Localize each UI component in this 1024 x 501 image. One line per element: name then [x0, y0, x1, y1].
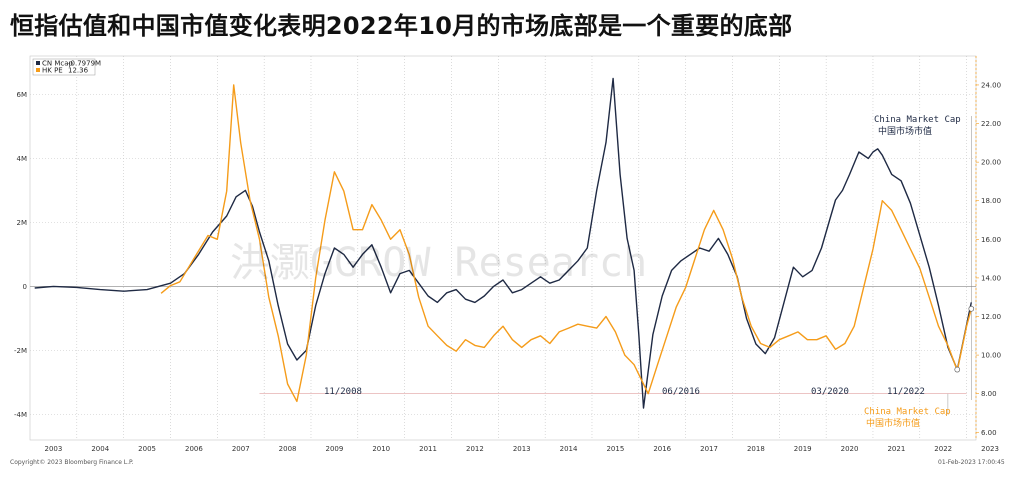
x-tick-label-2016: 2016: [653, 445, 671, 453]
y-right-tick-label-4: 16.00: [981, 236, 1001, 244]
y-left-tick-label-2: 2M: [17, 219, 28, 227]
y-left-tick-label-4: -2M: [14, 347, 27, 355]
reference-lines: [259, 116, 972, 415]
y-right-tick-label-0: 24.00: [981, 81, 1001, 89]
legend-label-cn-mcap: CN Mcap: [42, 60, 74, 68]
marker-hk-pe-latest: [968, 305, 975, 312]
x-tick-label-2021: 2021: [887, 445, 905, 453]
x-tick-label-2017: 2017: [700, 445, 718, 453]
x-tick-label-2007: 2007: [232, 445, 250, 453]
legend-value-cn-mcap: -0.7979M: [68, 60, 101, 68]
marker-cn-mcap-low: [954, 366, 961, 373]
y-right-tick-label-6: 12.00: [981, 313, 1001, 321]
x-tick-label-2015: 2015: [606, 445, 624, 453]
y-right-tick-label-5: 14.00: [981, 274, 1001, 282]
x-tick-label-2020: 2020: [841, 445, 859, 453]
plot-area: [29, 55, 977, 441]
y-right-tick-label-3: 18.00: [981, 197, 1001, 205]
x-tick-label-2006: 2006: [185, 445, 203, 453]
x-tick-label-2009: 2009: [325, 445, 343, 453]
legend-value-hk-pe: 12.36: [68, 67, 89, 75]
annotation-11-2008: 11/2008: [324, 387, 362, 397]
axes: 2003 2004 2005 2006 2007 2008 2009 2010 2011 2012…: [14, 56, 1001, 453]
x-tick-label-2004: 2004: [91, 445, 109, 453]
x-tick-label-2003: 2003: [45, 445, 63, 453]
series-line-cn-mcap: [34, 77, 972, 409]
footer-copyright: Copyright© 2023 Bloomberg Finance L.P.: [10, 459, 134, 466]
watermark: 洪灏GGROW Research: [230, 240, 647, 286]
footer-timestamp: 01-Feb-2023 17:00:45: [938, 459, 1005, 466]
x-tick-label-2014: 2014: [560, 445, 578, 453]
legend-label-hk-pe: HK PE: [42, 67, 63, 75]
annotation-03-2020: 03/2020: [811, 387, 849, 397]
x-tick-label-2008: 2008: [279, 445, 297, 453]
legend-swatch-hk-pe: [36, 68, 40, 72]
x-tick-label-2011: 2011: [419, 445, 437, 453]
y-right-tick-label-7: 10.00: [981, 352, 1001, 360]
grid: [30, 56, 976, 440]
annotation-11-2022: 11/2022: [887, 387, 925, 397]
x-tick-label-2023: 2023: [981, 445, 999, 453]
series-line-hk-pe: [160, 84, 972, 403]
y-left-tick-label-1: 4M: [17, 155, 28, 163]
annotation-hk-pe-en: China Market Cap: [864, 407, 951, 417]
y-left-tick-label-3: 0: [23, 283, 27, 291]
annotation-china-market-cap-cn: 中国市场市值: [878, 125, 932, 137]
y-right-tick-label-9: 6.00: [981, 429, 997, 437]
y-right-tick-label-8: 8.00: [981, 390, 997, 398]
annotation-hk-pe-cn: 中国市场市值: [866, 417, 920, 429]
annotation-06-2016: 06/2016: [662, 387, 700, 397]
y-right-tick-label-2: 20.00: [981, 159, 1001, 167]
legend-swatch-cn-mcap: [36, 61, 40, 65]
x-tick-label-2022: 2022: [934, 445, 952, 453]
page-title: 恒指估值和中国市值变化表明2022年10月的市场底部是一个重要的底部: [10, 12, 793, 40]
annotation-china-market-cap-en: China Market Cap: [874, 115, 961, 125]
series-layer: [34, 77, 975, 409]
y-right-tick-label-1: 22.00: [981, 120, 1001, 128]
x-tick-label-2005: 2005: [138, 445, 156, 453]
legend: CN Mcap -0.7979M HK PE 12.36: [32, 58, 101, 76]
x-tick-label-2018: 2018: [747, 445, 765, 453]
x-tick-label-2013: 2013: [513, 445, 531, 453]
annotations: 11/2008 06/2016 03/2020 11/2022 China Ma…: [324, 115, 961, 429]
y-left-tick-label-5: -4M: [14, 411, 27, 419]
x-tick-label-2012: 2012: [466, 445, 484, 453]
x-tick-label-2019: 2019: [794, 445, 812, 453]
y-left-tick-label-0: 6M: [17, 91, 28, 99]
x-tick-label-2010: 2010: [372, 445, 390, 453]
legend-box: [32, 58, 96, 76]
